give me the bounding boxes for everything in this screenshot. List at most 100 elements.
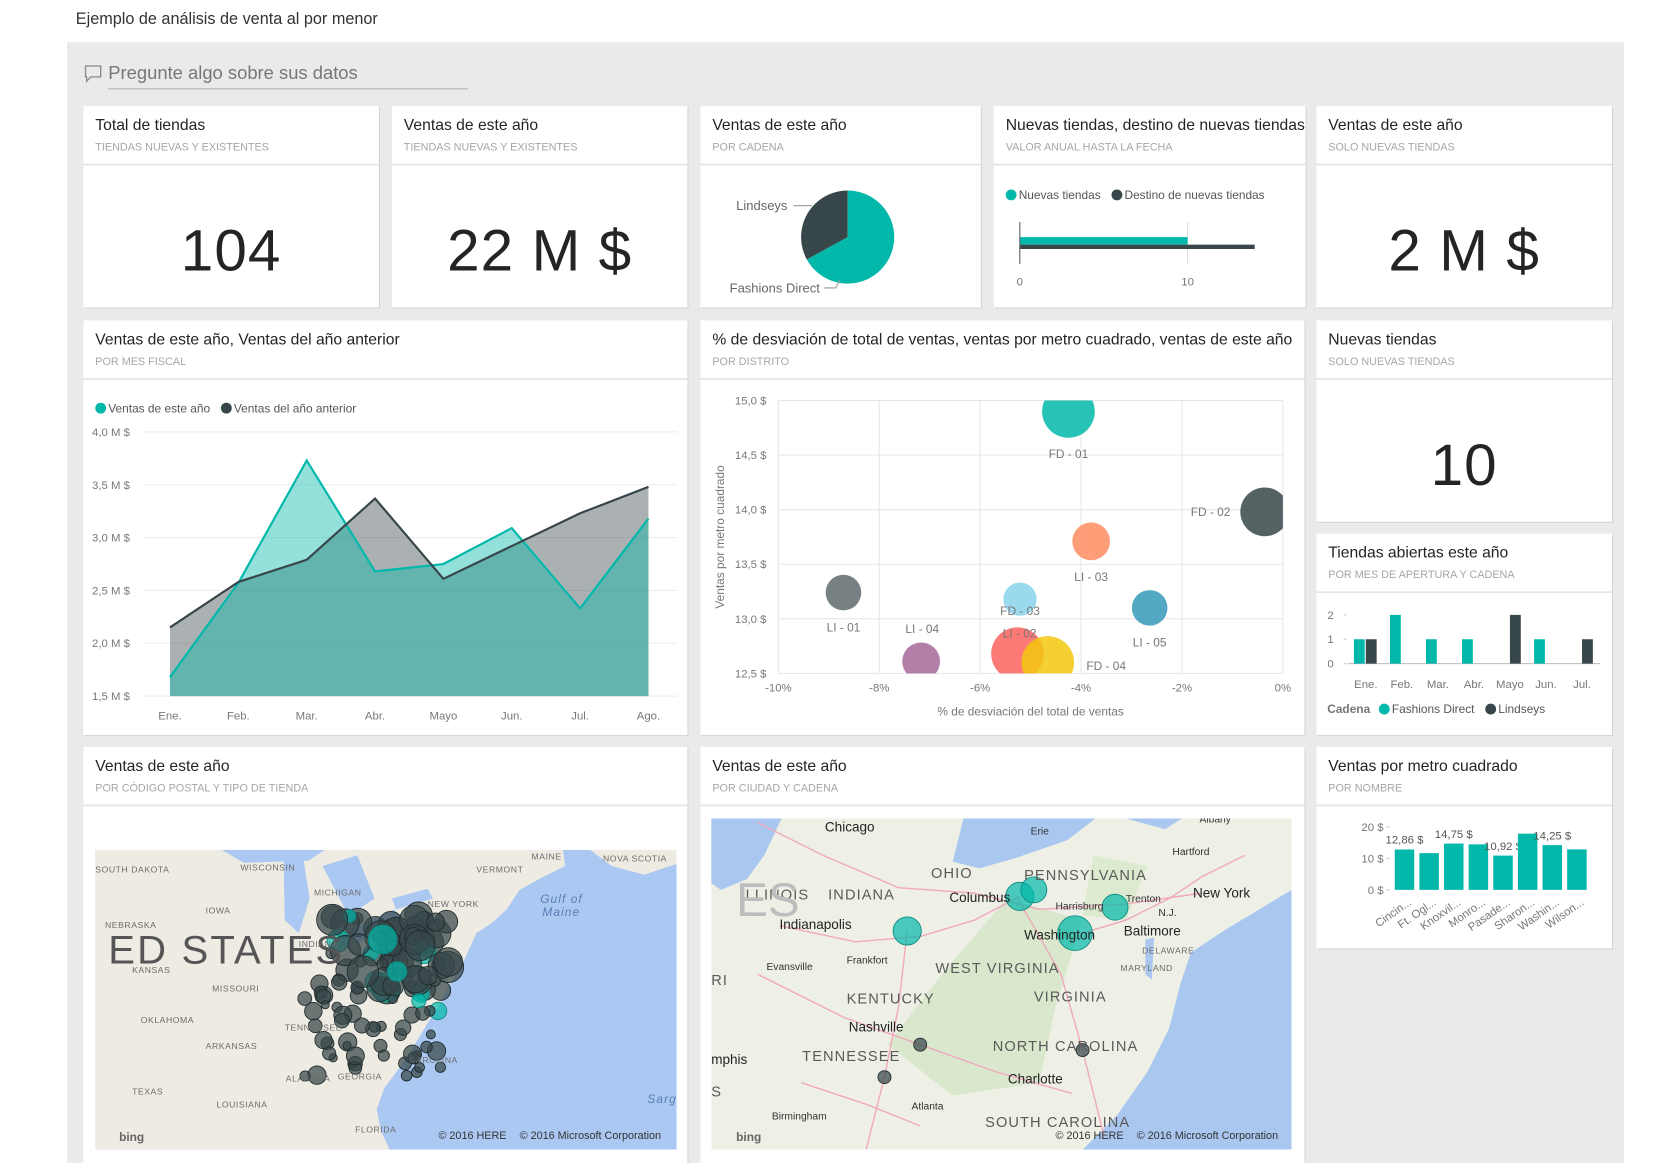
map-label: N.J.: [1158, 908, 1176, 919]
y-tick-label: 20 $: [1361, 822, 1384, 834]
bar: [1462, 639, 1473, 664]
point-label: FD - 03: [1000, 604, 1040, 618]
point-label: LI - 01: [827, 620, 861, 634]
point-label: FD - 01: [1049, 447, 1089, 461]
map-bubble: [304, 1002, 323, 1021]
qa-box[interactable]: Pregunte algo sobre sus datos: [84, 62, 468, 90]
x-tick-label: 10: [1181, 276, 1194, 288]
legend-swatch: [220, 402, 232, 414]
card-value: 104: [181, 219, 282, 284]
bar: [1542, 845, 1563, 890]
data-label: 12,86 $: [1386, 835, 1425, 847]
tile-subtitle: POR MES DE APERTURA Y CADENA: [1328, 569, 1515, 581]
map-bubble: [415, 1005, 431, 1021]
pie-slice: [801, 190, 848, 260]
tile: [391, 106, 688, 308]
qa-placeholder[interactable]: Pregunte algo sobre sus datos: [108, 62, 357, 83]
y-tick-label: 14,0 $: [735, 505, 767, 517]
tile: [1316, 533, 1612, 736]
tile-title: Ventas de este año: [404, 117, 539, 134]
bubble: [1003, 582, 1037, 616]
tile-subtitle: POR CIUDAD Y CADENA: [712, 782, 839, 794]
map-bubble: [400, 1069, 413, 1082]
x-tick-label: Ago.: [637, 711, 660, 723]
bar: [1582, 639, 1593, 664]
map-credit: © 2016 HERE: [1056, 1130, 1124, 1142]
map-bubble: [425, 1029, 436, 1040]
tile-title: Nuevas tiendas, destino de nuevas tienda…: [1006, 117, 1305, 134]
tile-subtitle: SOLO NUEVAS TIENDAS: [1328, 141, 1454, 153]
x-tick-label: Jun.: [501, 711, 522, 723]
y-tick-label: 15,0 $: [735, 396, 767, 408]
bubble: [825, 574, 862, 611]
lake: [391, 888, 434, 910]
map-label: NORTH CAROLINA: [993, 1039, 1139, 1055]
map-bubble: [434, 1061, 446, 1073]
bay: [1145, 937, 1155, 980]
map-bubble: [420, 1040, 433, 1054]
bar: [1534, 639, 1545, 664]
bar: [1353, 639, 1365, 664]
map-bubble: [316, 903, 349, 936]
lake: [283, 857, 310, 934]
map-label: PENNSYLVANIA: [1024, 868, 1147, 884]
map-bubble: [387, 993, 399, 1005]
x-tick-label: Ene.: [1354, 679, 1377, 691]
tile-subtitle: SOLO NUEVAS TIENDAS: [1328, 356, 1454, 368]
map-label: NOVA SCOTIA: [603, 854, 667, 864]
map-label: Charlotte: [1008, 1072, 1063, 1087]
map-label: MAINE: [532, 852, 562, 862]
map-bubble: [342, 1041, 352, 1051]
legend-title: Cadena: [1327, 702, 1370, 716]
x-tick-label: Feb.: [227, 711, 250, 723]
bar: [1517, 833, 1538, 890]
bar: [1509, 614, 1521, 664]
map-bubble: [1075, 1043, 1090, 1058]
legend-label: Nuevas tiendas: [1019, 188, 1101, 202]
y-tick-label: 3,0 M $: [92, 533, 131, 545]
tile: [1316, 320, 1612, 522]
y-tick-label: 4,0 M $: [92, 427, 131, 439]
y-tick-label: 13,5 $: [735, 559, 767, 571]
map-label: WISCONSIN: [240, 862, 295, 872]
legend-swatch: [1005, 189, 1017, 201]
map-label: Trenton: [1126, 894, 1161, 905]
map-label: S: [711, 1085, 722, 1101]
map-bubble: [426, 912, 446, 932]
map-bubble: [297, 991, 313, 1006]
tile: [993, 106, 1306, 308]
y-tick-label: 2,0 M $: [92, 638, 131, 650]
tile-title: Ventas de este año: [712, 117, 847, 134]
map-bubble: [414, 1062, 425, 1073]
map-label: Gulf of: [540, 892, 583, 906]
tile-title: Ventas de este año, Ventas del año anter…: [95, 331, 399, 348]
card-value: 22 M $: [447, 219, 632, 284]
x-tick-label: Mayo: [1496, 679, 1524, 691]
tile-title: Ventas de este año: [1328, 117, 1463, 134]
map-label: Birmingham: [772, 1111, 827, 1122]
map-label: mphis: [711, 1052, 747, 1067]
map-label: GEORGIA: [338, 1071, 382, 1081]
area-fill: [169, 460, 649, 697]
point-label: LI - 05: [1133, 636, 1167, 650]
map: SOUTH DAKOTA WISCONSIN MICHIGAN VERMONT MAIN…: [95, 849, 677, 1150]
map-bubble: [331, 974, 348, 991]
tile: [1316, 746, 1612, 949]
map-bubble: [299, 1070, 311, 1082]
map-bubble: [877, 1070, 892, 1085]
map-label: ILLINOIS: [740, 888, 809, 904]
point-label: FD - 04: [1086, 659, 1126, 673]
map-label: Washington: [1024, 928, 1095, 943]
bar: [1365, 639, 1377, 664]
bubbles: [825, 400, 1283, 674]
bubble: [1042, 400, 1095, 438]
data-label: 10,92 $: [1484, 841, 1523, 853]
point-label: LI - 03: [1074, 570, 1108, 584]
map-bubble: [1101, 893, 1129, 921]
map-logo: bing: [736, 1130, 761, 1144]
map-label: Columbus: [949, 890, 1010, 905]
bar: [1444, 843, 1464, 890]
bar: [1493, 855, 1513, 890]
map-label: SOUTH CAROLINA: [985, 1115, 1130, 1131]
x-tick-label: -10%: [765, 682, 792, 694]
